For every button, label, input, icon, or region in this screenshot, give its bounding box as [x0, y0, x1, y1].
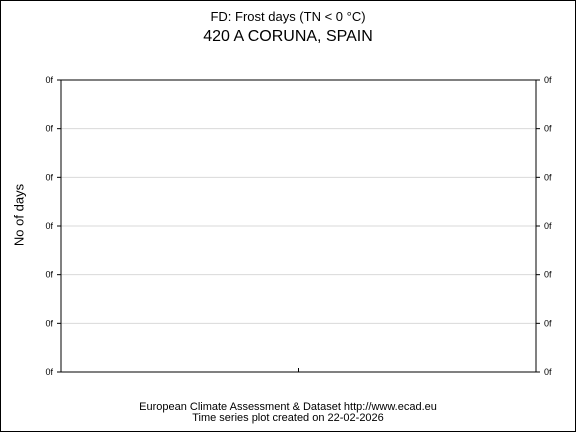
- y-tick-label-left: 0f: [45, 367, 53, 377]
- y-tick-label-right: 0f: [544, 318, 552, 328]
- chart-subtitle: 420 A CORUNA, SPAIN: [203, 28, 373, 45]
- y-tick-label-left: 0f: [45, 221, 53, 231]
- y-tick-label-left: 0f: [45, 318, 53, 328]
- y-tick-label-left: 0f: [45, 172, 53, 182]
- footer-source: European Climate Assessment & Dataset ht…: [139, 401, 437, 413]
- chart-title: FD: Frost days (TN < 0 °C): [210, 9, 366, 24]
- y-tick-label-right: 0f: [544, 124, 552, 134]
- y-tick-label-left: 0f: [45, 270, 53, 280]
- y-tick-label-right: 0f: [544, 75, 552, 85]
- y-tick-label-left: 0f: [45, 124, 53, 134]
- y-tick-label-right: 0f: [544, 172, 552, 182]
- y-tick-label-right: 0f: [544, 270, 552, 280]
- y-tick-label-right: 0f: [544, 367, 552, 377]
- y-tick-label-right: 0f: [544, 221, 552, 231]
- y-tick-label-left: 0f: [45, 75, 53, 85]
- y-axis-label: No of days: [11, 183, 27, 247]
- footer-created: Time series plot created on 22-02-2026: [192, 412, 384, 424]
